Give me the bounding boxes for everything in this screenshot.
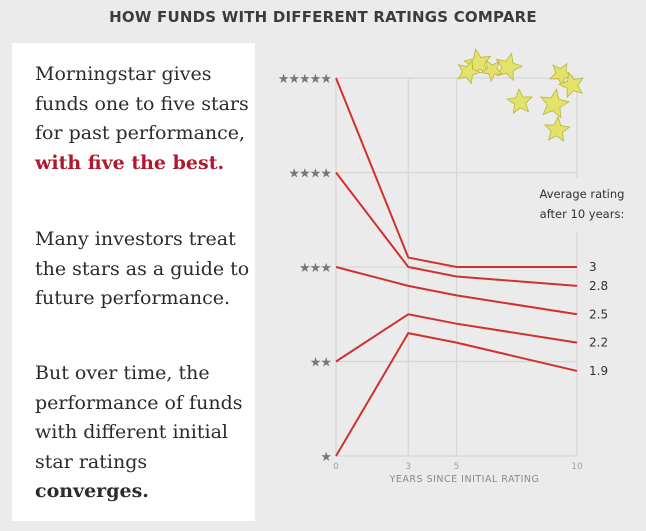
intro-text: Morningstar gives funds one to five star… [35,63,249,144]
series-line [335,171,578,287]
end-value-label: 1.9 [589,364,608,378]
conclusion-text: But over time, the performance of funds … [35,362,243,473]
x-tick-label: 0 [333,462,339,472]
y-tick-label: ★★★ [299,261,331,276]
end-value-label: 3 [589,260,597,274]
end-value-label: 2.8 [589,279,608,293]
y-tick-label: ★★ [310,356,332,371]
gold-star-icon [544,115,571,142]
x-axis-label: YEARS SINCE INITIAL RATING [389,474,540,485]
chart-title: HOW FUNDS WITH DIFFERENT RATINGS COMPARE [109,8,537,26]
x-tick-label: 3 [405,462,411,472]
text-panel: Morningstar gives funds one to five star… [12,43,255,521]
gold-star-icon [463,48,492,77]
y-tick-label: ★ [320,450,331,465]
gold-star-icon [495,52,524,82]
gold-star-icon [539,88,570,119]
y-tick-label: ★★★★★ [278,72,332,87]
end-value-label: 2.2 [589,336,608,350]
gold-star-icon [480,59,504,83]
x-tick-label: 5 [454,462,460,472]
gold-star-icon [557,71,584,99]
end-label-title: after 10 years: [540,207,625,221]
end-value-label: 2.5 [589,307,608,321]
intro-highlight: with five the best. [35,151,225,174]
series-line [335,266,578,316]
gold-star-icon [506,87,533,114]
end-label-title: Average rating [540,187,625,201]
series-line [335,332,578,457]
y-tick-label: ★★★★ [288,167,331,182]
series-line [335,313,578,363]
conclusion-bold: converges. [35,480,149,502]
x-tick-label: 10 [571,462,583,472]
second-paragraph: Many investors treat the stars as a guid… [35,228,250,309]
gold-star-icon [457,59,482,85]
series-line [335,77,577,268]
third-paragraph: But over time, the performance of funds … [35,359,250,507]
intro-paragraph: Morningstar gives funds one to five star… [35,60,250,178]
